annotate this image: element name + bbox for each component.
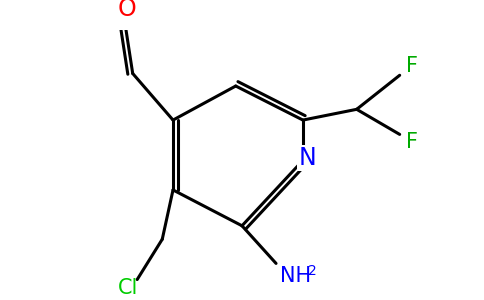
Text: N: N — [299, 146, 316, 170]
Text: O: O — [118, 0, 136, 21]
Text: F: F — [406, 56, 418, 76]
Text: 2: 2 — [307, 264, 316, 278]
Text: F: F — [406, 132, 418, 152]
Text: NH: NH — [280, 266, 311, 286]
Text: Cl: Cl — [118, 278, 138, 298]
